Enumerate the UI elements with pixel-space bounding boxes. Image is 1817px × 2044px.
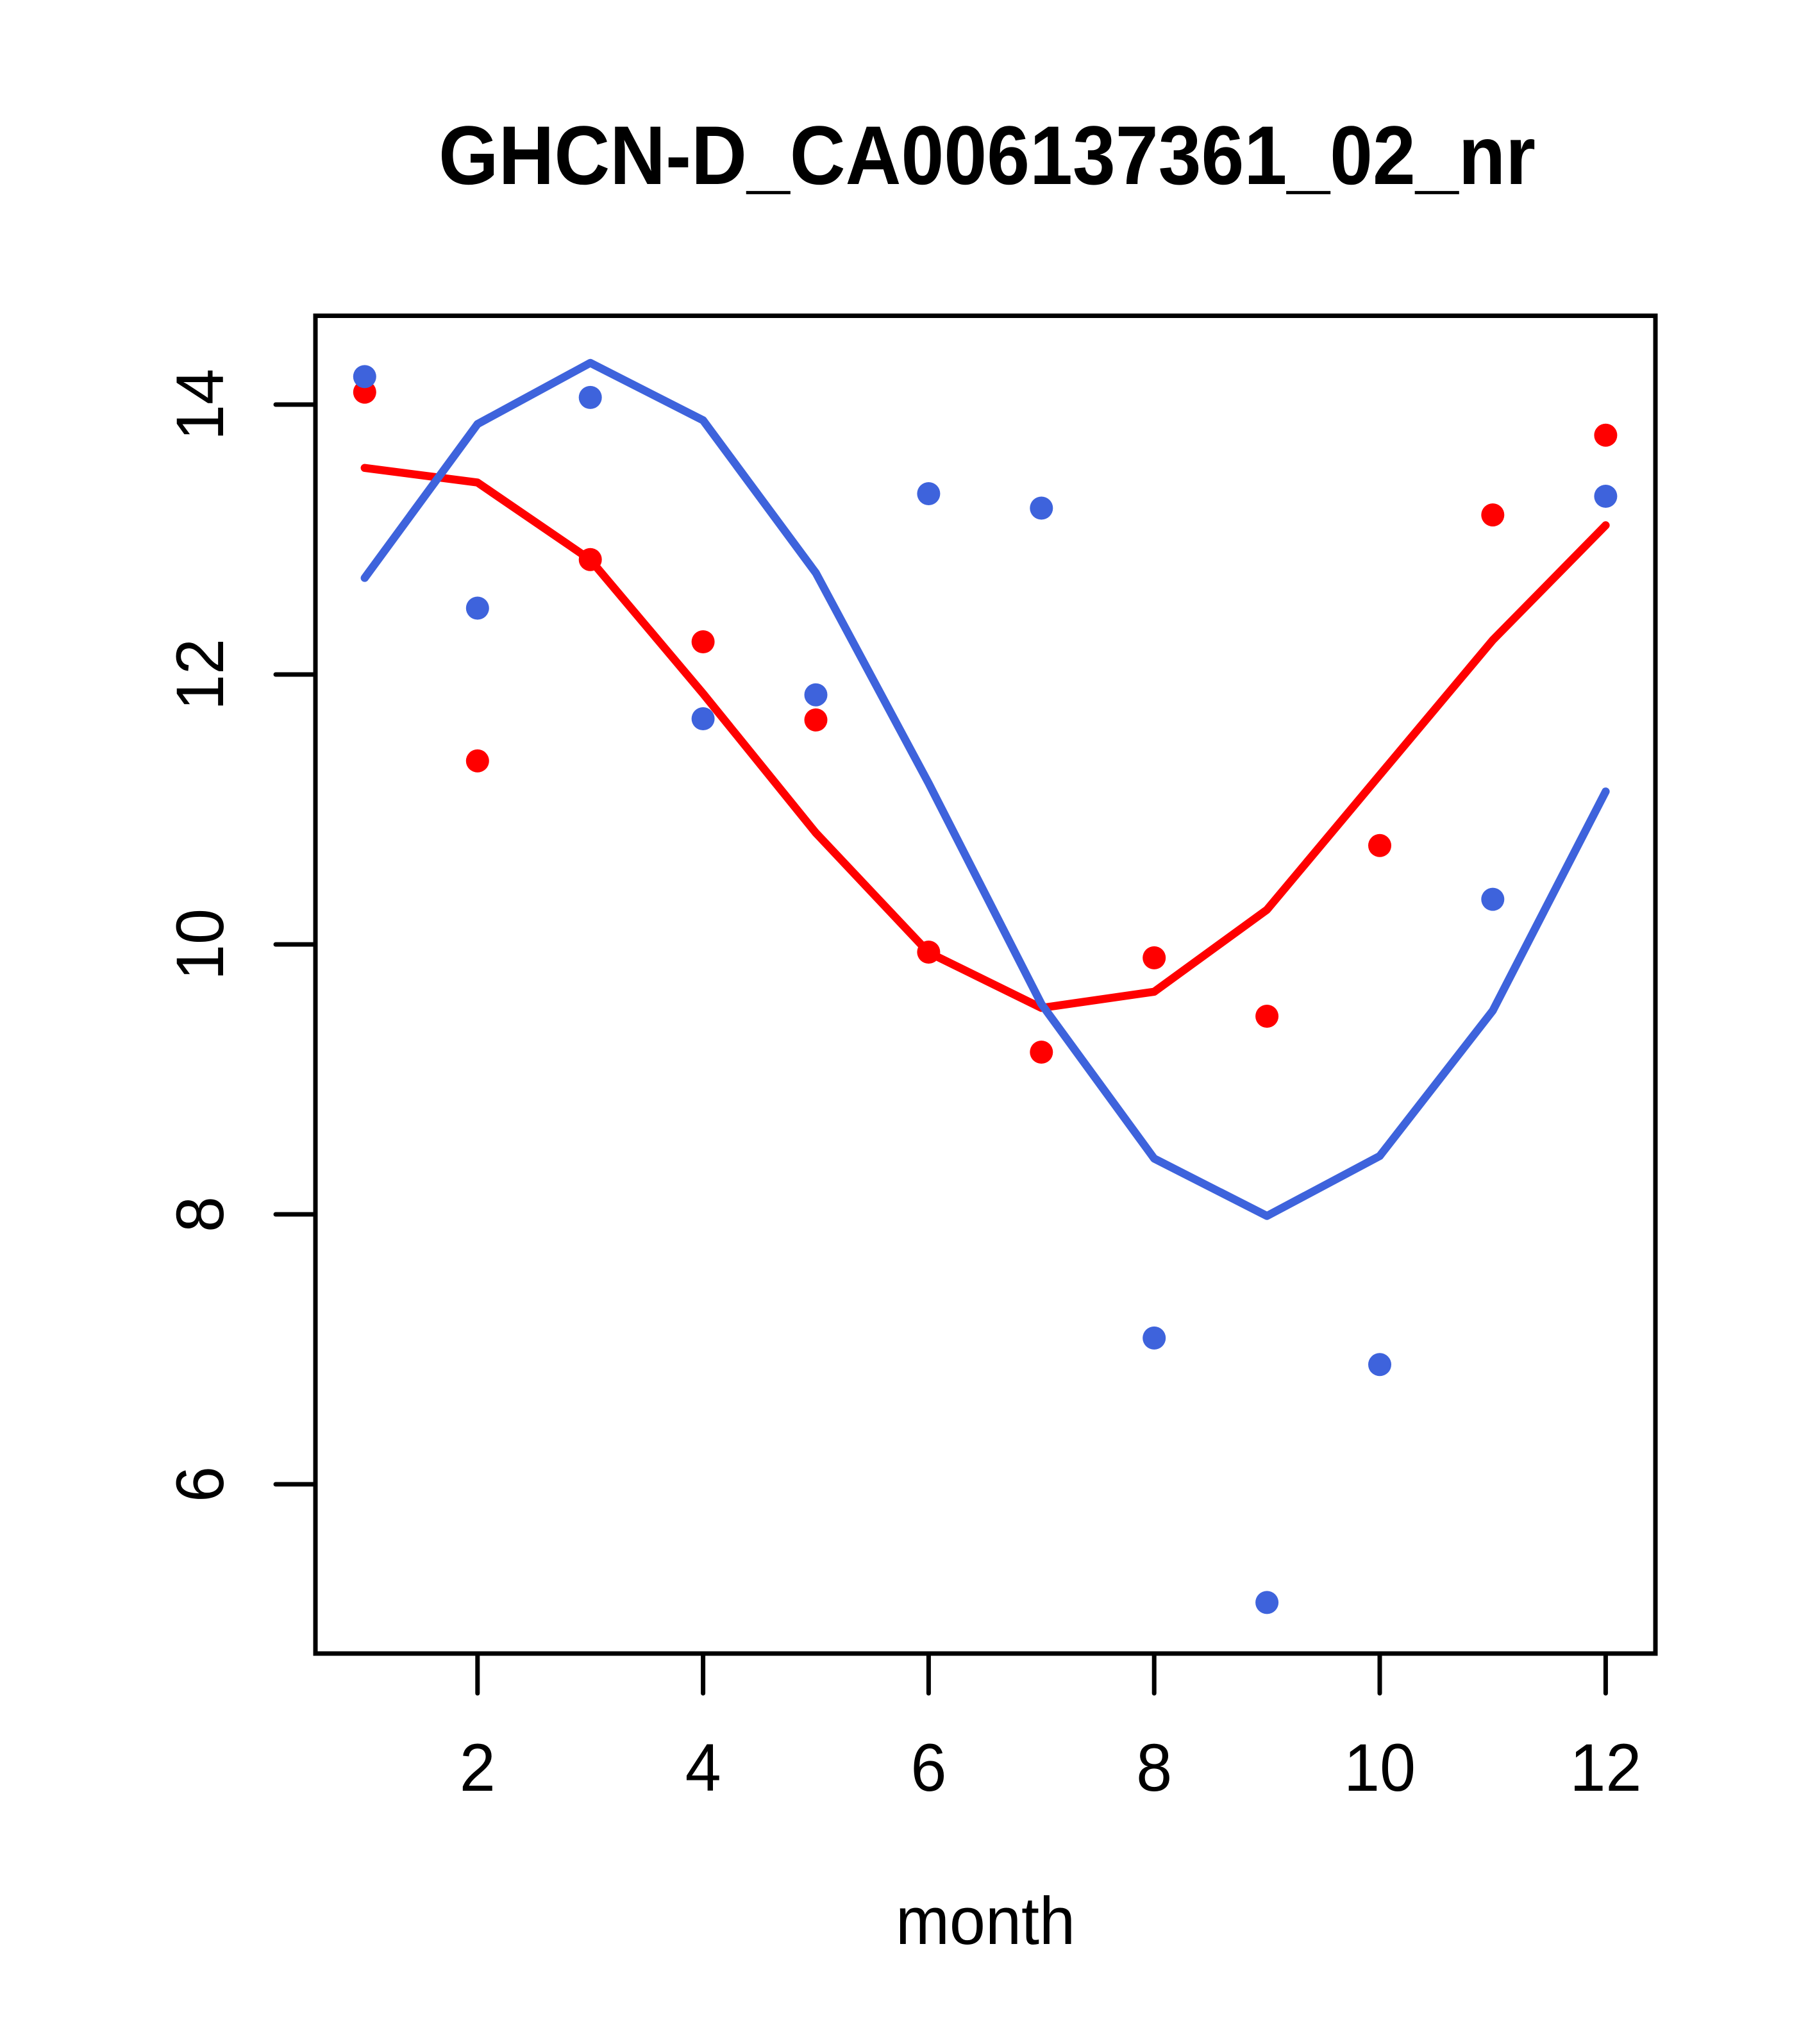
svg-text:12: 12: [1570, 1730, 1641, 1805]
svg-text:8: 8: [1136, 1730, 1172, 1805]
svg-text:month: month: [896, 1883, 1075, 1958]
svg-text:GHCN-D_CA006137361_02_nr: GHCN-D_CA006137361_02_nr: [439, 109, 1536, 202]
svg-text:4: 4: [685, 1730, 721, 1805]
svg-text:6: 6: [910, 1730, 946, 1805]
svg-text:2: 2: [460, 1730, 496, 1805]
svg-text:12: 12: [162, 639, 237, 710]
svg-text:14: 14: [162, 369, 237, 440]
svg-text:8: 8: [162, 1196, 237, 1232]
svg-text:10: 10: [162, 909, 237, 980]
svg-text:10: 10: [1344, 1730, 1416, 1805]
svg-text:6: 6: [162, 1466, 237, 1502]
